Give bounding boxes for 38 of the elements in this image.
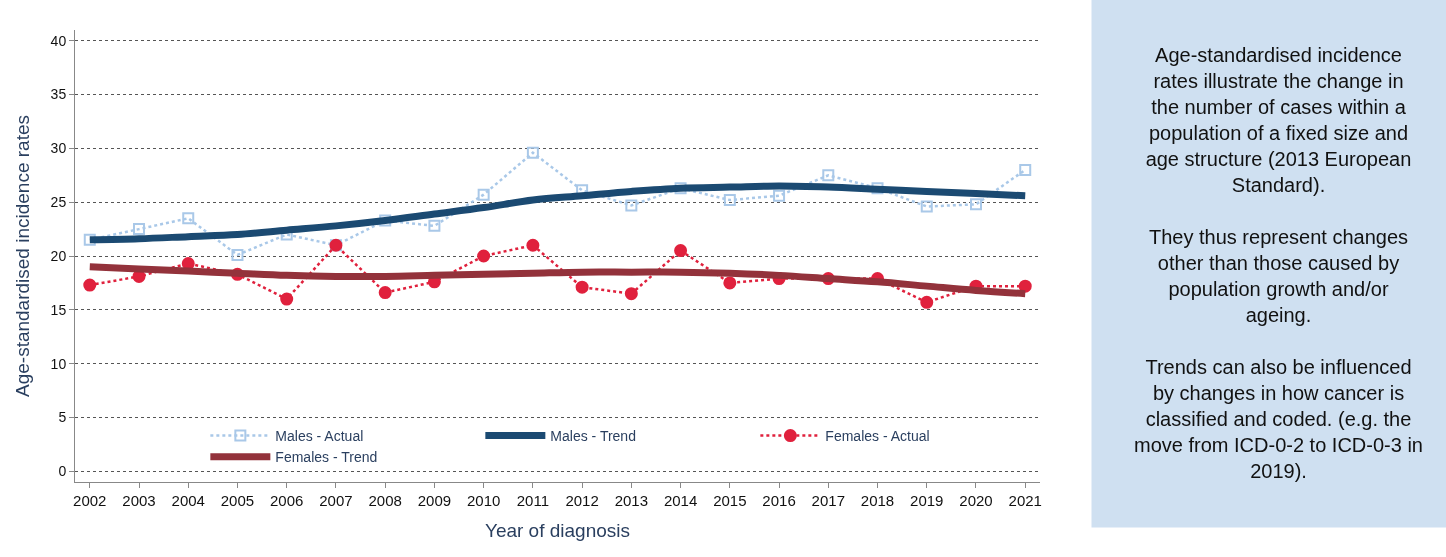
y-axis-title: Age-standardised incidence rates bbox=[12, 114, 34, 398]
y-tick-label: 40 bbox=[50, 32, 67, 49]
y-tick-label: 10 bbox=[50, 355, 67, 372]
x-tick-label: 2009 bbox=[417, 492, 452, 509]
text: Age-standardised incidence rates illustrate the change in the number of cases within a population of a fixed size and age structure (2013 European Standard). bbox=[1145, 44, 1412, 196]
x-tick-label: 2008 bbox=[368, 492, 402, 509]
x-tick-label: 2014 bbox=[663, 492, 698, 509]
x-tick-label: 2006 bbox=[270, 492, 304, 509]
legend-label: Females - Trend bbox=[275, 449, 378, 466]
x-axis-title: Year of diagnosis bbox=[484, 519, 631, 541]
x-tick-label: 2002 bbox=[73, 492, 107, 509]
x-tick-label: 2003 bbox=[122, 492, 156, 509]
y-tick-label: 0 bbox=[58, 463, 67, 480]
x-tick-label: 2005 bbox=[220, 492, 255, 509]
x-tick-label: 2020 bbox=[959, 492, 993, 509]
legend-label: Males - Actual bbox=[275, 428, 364, 445]
x-tick-label: 2015 bbox=[713, 492, 747, 509]
x-tick-label: 2012 bbox=[565, 492, 599, 509]
x-tick-label: 2018 bbox=[860, 492, 895, 509]
x-tick-label: 2017 bbox=[811, 492, 845, 509]
y-tick-label: 30 bbox=[50, 140, 67, 157]
x-tick-label: 2004 bbox=[171, 492, 205, 509]
x-tick-label: 2019 bbox=[910, 492, 944, 509]
x-tick-label: 2011 bbox=[516, 492, 550, 509]
text: Trends can also be influenced by changes in how cancer is classified and coded. (e.g. the move from ICD-0-2 to ICD-0-3 in 2019). bbox=[1134, 356, 1423, 482]
y-tick-label: 15 bbox=[50, 301, 67, 318]
text: They thus represent changes other than those caused by population growth and/or ageing. bbox=[1148, 226, 1409, 326]
y-tick-label: 35 bbox=[50, 86, 67, 103]
y-tick-label: 20 bbox=[50, 247, 67, 264]
x-tick-label: 2016 bbox=[762, 492, 796, 509]
x-tick-label: 2010 bbox=[466, 492, 501, 509]
y-tick-label: 25 bbox=[50, 194, 67, 211]
x-tick-label: 2021 bbox=[1008, 492, 1042, 509]
legend-label: Females - Actual bbox=[825, 428, 930, 445]
x-tick-label: 2013 bbox=[614, 492, 649, 509]
x-tick-label: 2007 bbox=[319, 492, 353, 509]
y-tick-label: 5 bbox=[58, 409, 67, 426]
legend-label: Males - Trend bbox=[550, 428, 636, 445]
